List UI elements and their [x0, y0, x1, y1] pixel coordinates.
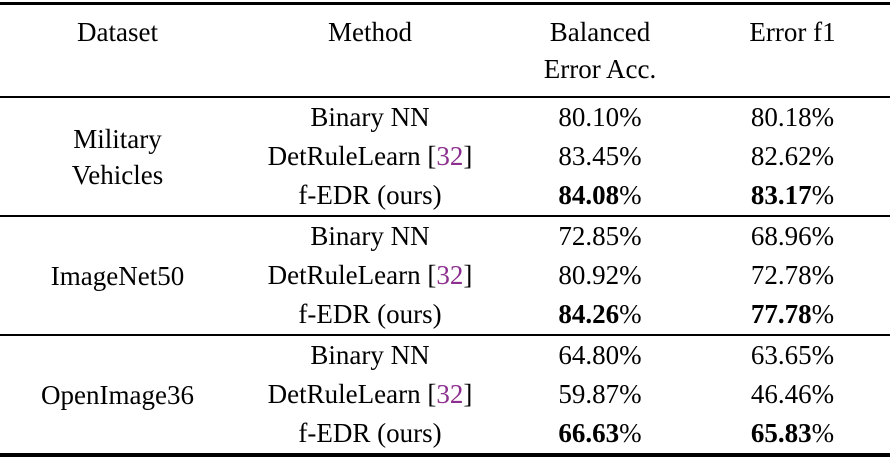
citation-ref[interactable]: 32 [436, 141, 464, 171]
value-balanced: 72.85% [558, 221, 642, 251]
table-row-ours: f-EDR (ours) 84.08% 83.17% [0, 176, 890, 216]
method-label: f-EDR (ours) [298, 299, 442, 329]
method-cell: DetRuleLearn [32] [235, 137, 505, 176]
citation-bracket: ] [463, 260, 473, 290]
method-cell: f-EDR (ours) [235, 176, 505, 216]
table-row: Military Vehicles Binary NN 80.10% 80.18… [0, 97, 890, 190]
value-balanced: 64.80% [558, 340, 642, 370]
header-row: Dataset Method Balanced Error Acc. Error… [0, 4, 890, 97]
value-f1: 68.96% [750, 221, 835, 251]
method-label: DetRuleLearn [267, 141, 421, 171]
method-cell: DetRuleLearn [32] [235, 256, 505, 295]
citation-ref[interactable]: 32 [436, 260, 464, 290]
dataset-block-military-vehicles: Military Vehicles Binary NN 80.10% 80.18… [0, 97, 890, 216]
method-label: DetRuleLearn [267, 260, 421, 290]
method-label: f-EDR (ours) [298, 180, 442, 210]
citation-ref[interactable]: 32 [436, 379, 464, 409]
dataset-block-imagenet50: ImageNet50 Binary NN 72.85% 68.96% DetRu… [0, 216, 890, 335]
table-row: DetRuleLearn [32] 80.92% 72.78% [0, 256, 890, 295]
dataset-cell: OpenImage36 [0, 335, 235, 455]
header-method: Method [328, 17, 412, 47]
table-row: DetRuleLearn [32] 59.87% 46.46% [0, 375, 890, 414]
method-label: f-EDR (ours) [298, 418, 442, 448]
header-dataset: Dataset [77, 17, 158, 47]
method-cell: Binary NN [235, 335, 505, 375]
value-balanced: 84.08% [558, 180, 642, 210]
dataset-name-line1: OpenImage36 [41, 379, 194, 410]
table-header: Dataset Method Balanced Error Acc. Error… [0, 4, 890, 97]
method-label: Binary NN [310, 102, 430, 132]
value-f1: 82.62% [750, 141, 835, 171]
header-error-f1: Error f1 [749, 17, 836, 47]
value-balanced: 80.10% [558, 102, 642, 132]
value-f1: 72.78% [750, 260, 835, 290]
method-cell: f-EDR (ours) [235, 414, 505, 455]
method-label: DetRuleLearn [267, 379, 421, 409]
value-balanced: 80.92% [558, 260, 642, 290]
citation-bracket: [ [420, 379, 437, 409]
dataset-name-line2: Vehicles [71, 159, 164, 190]
method-cell: Binary NN [235, 216, 505, 256]
value-f1: 63.65% [750, 340, 835, 370]
value-f1: 77.78% [750, 299, 835, 329]
table-row: DetRuleLearn [32] 83.45% 82.62% [0, 137, 890, 176]
method-label: Binary NN [310, 340, 430, 370]
dataset-name-line1: ImageNet50 [50, 260, 185, 291]
method-cell: f-EDR (ours) [235, 295, 505, 335]
dataset-cell: Military Vehicles [0, 97, 235, 216]
value-f1: 80.18% [750, 102, 835, 132]
value-balanced: 66.63% [558, 418, 642, 448]
dataset-block-openimage36: OpenImage36 Binary NN 64.80% 63.65% DetR… [0, 335, 890, 455]
value-balanced: 84.26% [558, 299, 642, 329]
table-row-ours: f-EDR (ours) 84.26% 77.78% [0, 295, 890, 335]
value-f1: 46.46% [750, 379, 835, 409]
value-balanced: 83.45% [558, 141, 642, 171]
dataset-name-line1: Military [73, 123, 162, 154]
citation-bracket: ] [463, 141, 473, 171]
method-cell: Binary NN [235, 97, 505, 137]
value-f1: 65.83% [750, 418, 835, 448]
dataset-cell: ImageNet50 [0, 216, 235, 335]
citation-bracket: [ [420, 260, 437, 290]
method-cell: DetRuleLearn [32] [235, 375, 505, 414]
table-row: ImageNet50 Binary NN 72.85% 68.96% [0, 216, 890, 291]
citation-bracket: ] [463, 379, 473, 409]
header-balanced-error-acc: Balanced Error Acc. [543, 17, 657, 84]
value-f1: 83.17% [750, 180, 835, 210]
value-balanced: 59.87% [558, 379, 642, 409]
method-label: Binary NN [310, 221, 430, 251]
table-row: OpenImage36 Binary NN 64.80% 63.65% [0, 335, 890, 410]
table-row-ours: f-EDR (ours) 66.63% 65.83% [0, 414, 890, 455]
citation-bracket: [ [420, 141, 437, 171]
